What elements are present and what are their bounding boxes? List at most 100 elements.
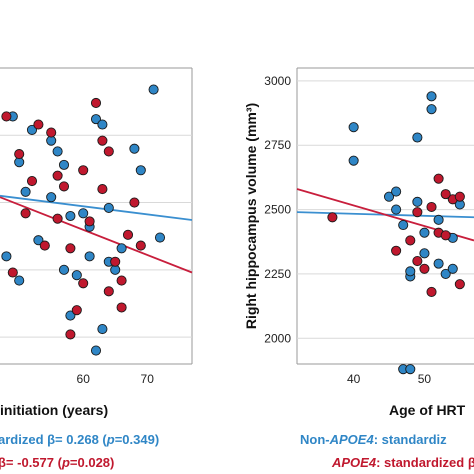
- right-point-non_apoe4: [383, 191, 395, 202]
- right-y-ticks: 2000 2250 2500 2750 3000: [264, 74, 291, 345]
- right-point-non_apoe4: [433, 258, 444, 269]
- left-point-non_apoe4: [1, 251, 12, 262]
- left-point-apoe4: [65, 243, 76, 254]
- left-point-apoe4: [52, 213, 63, 224]
- left-point-non_apoe4: [90, 114, 102, 125]
- left-point-non_apoe4: [97, 119, 108, 130]
- left-point-apoe4: [39, 240, 50, 251]
- left-point-non_apoe4: [52, 146, 63, 157]
- right-point-non_apoe4: [391, 186, 402, 197]
- left-point-apoe4: [1, 111, 12, 122]
- left-point-non_apoe4: [129, 143, 140, 154]
- left-point-apoe4: [65, 329, 76, 340]
- right-y-tick-label: 2500: [264, 203, 291, 217]
- right-point-apoe4: [412, 255, 423, 267]
- right-point-apoe4: [327, 212, 338, 223]
- left-point-non_apoe4: [46, 192, 57, 203]
- left-point-apoe4: [7, 267, 18, 278]
- left-data-points: [1, 84, 166, 356]
- left-point-apoe4: [129, 197, 140, 208]
- right-point-non_apoe4: [433, 214, 444, 225]
- left-point-non_apoe4: [14, 275, 25, 286]
- left-point-non_apoe4: [116, 243, 127, 254]
- left-stat-line-apoe4: β= -0.577 (p=0.028): [0, 455, 114, 470]
- left-stat-line-non-apoe4: ardized β= 0.268 (p=0.349): [0, 432, 159, 447]
- right-y-tick-label: 2750: [264, 138, 291, 152]
- left-point-apoe4: [116, 275, 127, 286]
- stats-legend: ardized β= 0.268 (p=0.349) β= -0.577 (p=…: [0, 432, 474, 470]
- right-point-non_apoe4: [426, 104, 437, 115]
- left-point-non_apoe4: [78, 208, 89, 219]
- right-point-non_apoe4: [348, 155, 359, 166]
- left-point-apoe4: [26, 175, 38, 187]
- right-point-apoe4: [405, 235, 416, 246]
- left-point-non_apoe4: [71, 270, 82, 281]
- right-y-tick-label: 2250: [264, 267, 291, 281]
- left-x-tick-label: 60: [77, 372, 91, 386]
- left-point-apoe4: [116, 302, 127, 313]
- right-point-apoe4: [419, 263, 430, 274]
- right-point-apoe4: [412, 207, 423, 218]
- left-scatter-panel: 60 70 initiation (years): [0, 67, 193, 418]
- right-x-tick-label: 50: [418, 372, 432, 386]
- right-stat-line2-tail: : standardized β-: [376, 455, 474, 470]
- left-stat-line2-head: β= -0.577 (: [0, 455, 63, 470]
- left-point-non_apoe4: [65, 310, 76, 321]
- left-point-apoe4: [103, 146, 114, 157]
- left-point-apoe4: [14, 149, 25, 160]
- right-point-non_apoe4: [412, 196, 423, 207]
- left-trend-line-apoe4: [0, 196, 193, 274]
- right-point-non_apoe4: [398, 219, 409, 231]
- right-point-apoe4: [454, 191, 465, 202]
- right-data-points: [327, 91, 465, 375]
- right-point-non_apoe4: [447, 263, 458, 274]
- left-point-non_apoe4: [65, 210, 76, 222]
- left-x-axis-title: initiation (years): [0, 402, 108, 418]
- left-point-non_apoe4: [135, 165, 146, 176]
- right-point-non_apoe4: [412, 132, 423, 143]
- left-point-non_apoe4: [154, 232, 166, 243]
- right-point-non_apoe4: [419, 227, 430, 238]
- right-point-apoe4: [433, 173, 444, 184]
- right-y-tick-label: 2000: [264, 331, 291, 345]
- left-stat-line1-p: p: [106, 432, 115, 447]
- right-stat-line-apoe4: APOE4: standardized β-: [331, 455, 474, 470]
- left-point-apoe4: [71, 305, 82, 316]
- left-point-apoe4: [122, 229, 134, 240]
- left-point-apoe4: [20, 208, 31, 219]
- left-point-apoe4: [52, 170, 63, 181]
- left-point-non_apoe4: [103, 202, 114, 213]
- right-point-non_apoe4: [419, 248, 430, 259]
- left-point-apoe4: [135, 240, 146, 251]
- left-stat-line1-tail: =0.349): [115, 432, 159, 447]
- right-point-apoe4: [454, 279, 465, 290]
- left-point-apoe4: [84, 216, 95, 227]
- left-point-apoe4: [90, 97, 102, 109]
- left-point-apoe4: [110, 256, 121, 267]
- right-y-tick-label: 3000: [264, 74, 291, 88]
- right-y-axis-title: Right hippocampus volume (mm³): [243, 103, 259, 329]
- right-stat-line1-head: Non-: [300, 432, 330, 447]
- left-point-apoe4: [97, 184, 108, 195]
- left-point-non_apoe4: [84, 251, 95, 262]
- right-x-tick-label: 40: [347, 372, 361, 386]
- left-point-apoe4: [33, 119, 44, 130]
- right-stat-line2-gene: APOE4: [331, 455, 377, 470]
- left-gridlines: [0, 134, 192, 338]
- right-point-non_apoe4: [426, 91, 437, 102]
- right-gridlines: [297, 80, 474, 339]
- left-point-apoe4: [97, 135, 108, 146]
- left-trend-lines: [0, 194, 193, 274]
- left-point-apoe4: [78, 278, 89, 289]
- right-stat-line1-gene: APOE4: [329, 432, 375, 447]
- right-point-non_apoe4: [405, 266, 416, 277]
- left-point-non_apoe4: [58, 264, 70, 275]
- right-point-non_apoe4: [440, 268, 451, 279]
- left-point-non_apoe4: [97, 323, 108, 335]
- left-point-non_apoe4: [90, 345, 102, 356]
- right-point-non_apoe4: [405, 364, 416, 375]
- left-point-non_apoe4: [20, 186, 31, 197]
- left-trend-line-non_apoe4: [0, 194, 193, 221]
- left-x-tick-label: 70: [141, 372, 155, 386]
